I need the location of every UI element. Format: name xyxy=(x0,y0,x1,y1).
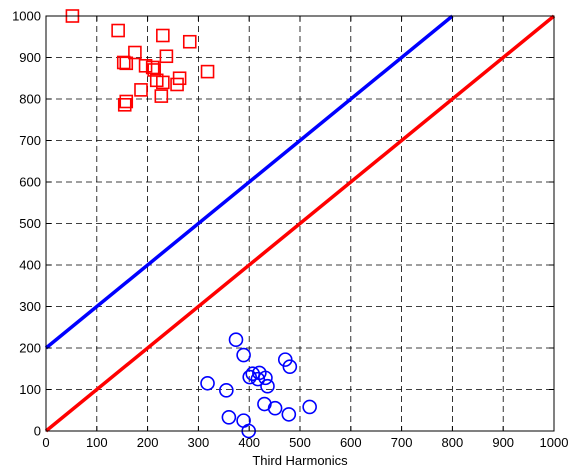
x-tick-label: 900 xyxy=(492,435,514,450)
circle-marker xyxy=(267,400,283,416)
square-marker xyxy=(138,58,153,73)
x-tick-label: 0 xyxy=(42,435,49,450)
x-tick-label: 400 xyxy=(238,435,260,450)
y-tick-label: 800 xyxy=(19,92,41,107)
y-tick-label: 0 xyxy=(34,424,41,439)
square-marker xyxy=(156,28,170,43)
square-marker xyxy=(147,63,162,77)
y-tick-label: 600 xyxy=(19,175,41,190)
y-tick-label: 400 xyxy=(19,258,41,273)
circle-marker xyxy=(242,369,258,385)
circle-marker xyxy=(258,370,273,386)
x-axis-label: Third Harmonics xyxy=(252,453,348,468)
decision-line xyxy=(44,14,556,433)
square-marker xyxy=(111,23,125,38)
square-marker xyxy=(116,55,131,70)
circle-marker xyxy=(228,332,244,348)
circle-marker xyxy=(250,371,266,387)
x-tick-label: 300 xyxy=(188,435,210,450)
square-marker xyxy=(200,64,215,79)
square-marker xyxy=(117,98,132,112)
circle-marker xyxy=(260,378,275,394)
circle-marker xyxy=(281,407,297,422)
circle-marker xyxy=(245,366,261,382)
y-tick-label: 300 xyxy=(19,299,41,314)
square-marker xyxy=(119,56,134,71)
y-tick-label: 1000 xyxy=(12,9,41,24)
x-tick-label: 200 xyxy=(137,435,159,450)
circle-marker xyxy=(200,375,215,391)
circle-marker xyxy=(277,352,293,367)
x-tick-label: 800 xyxy=(442,435,464,450)
square-marker xyxy=(159,49,174,64)
x-tick-label: 500 xyxy=(289,435,311,450)
square-marker xyxy=(156,75,170,90)
data-markers xyxy=(65,9,317,439)
x-tick-label: 100 xyxy=(86,435,108,450)
x-tick-label: 700 xyxy=(391,435,413,450)
square-marker xyxy=(119,94,134,109)
y-tick-label: 200 xyxy=(19,341,41,356)
circle-marker xyxy=(219,383,234,398)
reference-lines xyxy=(44,14,556,433)
y-tick-label: 900 xyxy=(19,50,41,65)
square-marker xyxy=(145,60,160,75)
decision-line xyxy=(44,14,454,350)
square-marker xyxy=(154,89,169,103)
circle-marker xyxy=(236,347,251,363)
circle-marker xyxy=(282,359,298,374)
square-marker xyxy=(134,83,148,97)
y-tick-label: 500 xyxy=(19,216,41,231)
circle-marker xyxy=(221,410,237,425)
circle-marker xyxy=(302,399,317,415)
axis-ticks: 0 100 200 300 400 500 600 700 800 900 1000 0 100 200 3… xyxy=(12,9,568,451)
square-marker xyxy=(128,45,142,60)
square-marker xyxy=(170,77,184,92)
y-tick-label: 100 xyxy=(19,382,41,397)
x-tick-label: 600 xyxy=(340,435,362,450)
x-tick-label: 1000 xyxy=(540,435,569,450)
square-marker xyxy=(182,34,197,49)
y-tick-label: 700 xyxy=(19,133,41,148)
